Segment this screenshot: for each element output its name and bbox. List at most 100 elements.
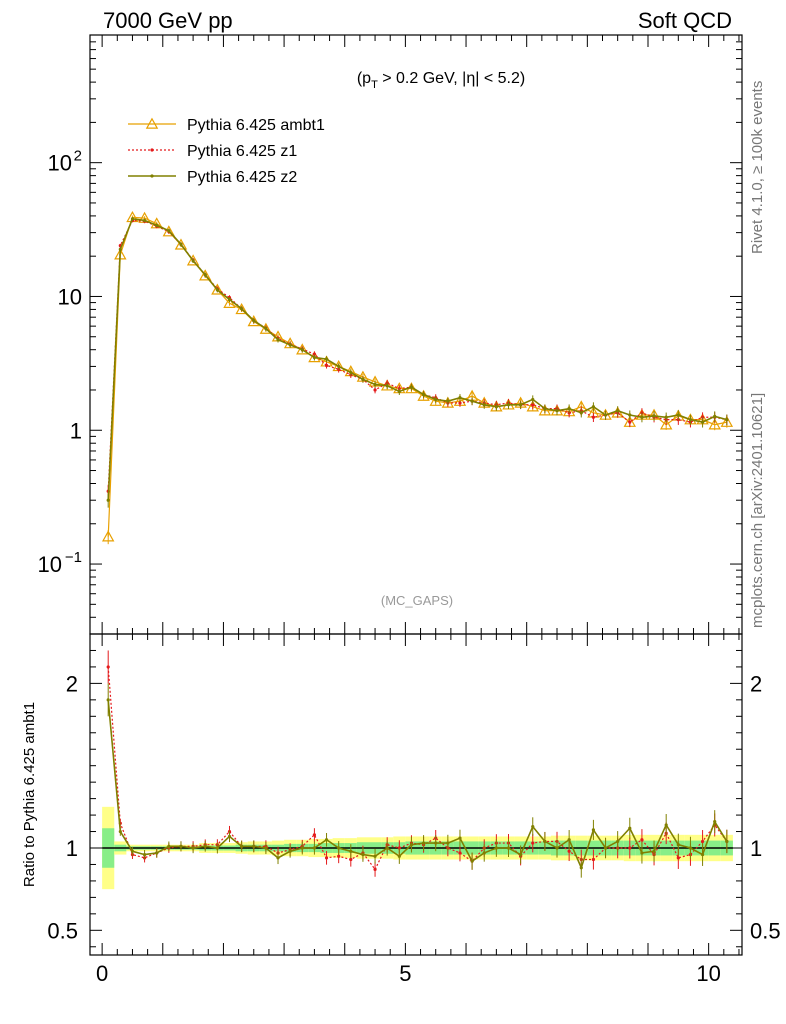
data-point — [145, 117, 159, 129]
data-point — [628, 413, 632, 417]
data-point — [409, 843, 414, 847]
data-point — [725, 839, 729, 844]
data-point — [235, 302, 248, 315]
data-point — [312, 846, 317, 850]
header-left-label: 7000 GeV pp — [103, 8, 233, 33]
legend-label: Pythia 6.425 z1 — [187, 143, 297, 160]
data-point — [434, 841, 438, 845]
data-point — [373, 854, 377, 858]
data-point — [324, 363, 329, 368]
data-point — [441, 396, 455, 408]
data-point — [676, 413, 680, 417]
data-point — [179, 844, 183, 848]
data-point — [713, 820, 717, 824]
data-point — [118, 247, 122, 251]
data-point — [276, 338, 280, 342]
data-point — [264, 327, 268, 331]
data-point — [579, 411, 583, 415]
data-point — [640, 415, 644, 419]
data-point — [106, 698, 110, 702]
data-point — [240, 307, 244, 311]
x-tick-label: 5 — [399, 961, 411, 986]
data-point — [591, 857, 596, 862]
main-y-tick-label: 210 — [48, 148, 82, 176]
legend-label: Pythia 6.425 z2 — [187, 169, 297, 186]
data-point — [531, 397, 535, 402]
x-tick-label: 0 — [96, 961, 108, 986]
data-point — [725, 418, 729, 422]
data-point — [324, 357, 329, 361]
ratio-y-tick-label-right: 2 — [750, 671, 762, 696]
data-point — [616, 839, 620, 844]
data-point — [142, 852, 147, 857]
ratio-y-tick-label-left: 1 — [66, 836, 78, 861]
data-point — [186, 254, 200, 266]
data-point — [434, 397, 438, 402]
data-point — [215, 288, 219, 292]
data-point — [130, 849, 135, 853]
data-point — [543, 839, 547, 844]
legend-marker — [150, 174, 154, 178]
legend-marker — [150, 148, 154, 152]
data-point — [429, 394, 442, 406]
data-point — [337, 854, 341, 858]
data-point — [361, 852, 365, 857]
data-point — [640, 851, 644, 855]
data-point — [215, 846, 219, 850]
data-point — [101, 530, 115, 542]
data-point — [482, 851, 486, 855]
data-point — [300, 348, 304, 352]
data-point — [288, 849, 292, 853]
data-point — [506, 846, 511, 850]
data-point — [470, 859, 474, 863]
main-plot-title: (pT > 0.2 GeV, |η| < 5.2) — [357, 70, 525, 91]
data-point — [591, 828, 596, 832]
data-point — [688, 418, 693, 422]
data-point — [538, 404, 552, 416]
data-point — [688, 846, 693, 850]
data-point — [531, 841, 535, 845]
main-y-tick-base: 10 — [38, 552, 62, 577]
data-point — [555, 846, 559, 850]
data-point — [519, 403, 523, 407]
data-point — [628, 846, 632, 850]
data-point — [458, 401, 462, 405]
data-point — [531, 403, 535, 407]
data-point — [106, 665, 110, 669]
data-point — [531, 825, 535, 829]
legend: Pythia 6.425 ambt1 Pythia 6.425 z1 Pythia … — [128, 117, 325, 186]
data-point — [199, 269, 212, 281]
ratio-series-pythia-6-425-z2 — [106, 683, 729, 878]
data-point — [373, 382, 377, 387]
data-point — [543, 407, 547, 411]
data-point — [628, 826, 632, 830]
data-point — [713, 414, 717, 418]
data-point — [142, 218, 147, 223]
data-point — [349, 849, 353, 853]
data-point — [494, 405, 498, 409]
data-point — [130, 217, 135, 221]
ratio-y-axis-ticks — [90, 633, 742, 948]
data-point — [708, 418, 721, 430]
ratio-y-tick-label-left: 2 — [66, 671, 78, 696]
data-point — [567, 838, 571, 842]
data-point — [659, 418, 673, 430]
data-point — [373, 388, 377, 392]
data-point — [676, 843, 680, 847]
data-point — [227, 834, 232, 839]
data-point — [337, 846, 341, 850]
data-point — [555, 409, 559, 413]
data-point — [664, 415, 668, 419]
data-point — [155, 223, 159, 227]
data-point — [223, 296, 236, 308]
ratio-y-axis-label: Ratio to Pythia 6.425 ambt1 — [21, 702, 38, 887]
data-point — [106, 498, 110, 502]
data-point — [264, 846, 268, 850]
data-point — [421, 392, 426, 397]
data-point — [458, 836, 462, 840]
main-series-pythia-6-425-ambt1 — [101, 210, 734, 545]
legend-entry: Pythia 6.425 z1 — [128, 143, 297, 160]
data-point — [409, 385, 414, 389]
x-tick-label: 10 — [696, 961, 720, 986]
